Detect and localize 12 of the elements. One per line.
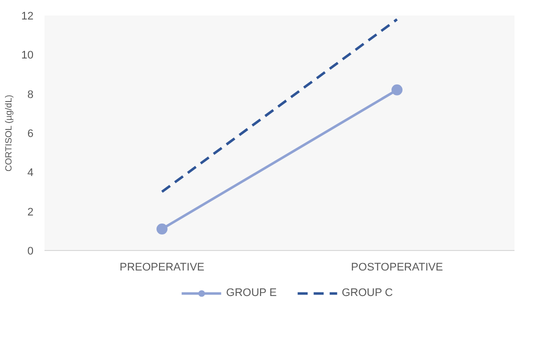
- y-tick-label: 6: [27, 128, 34, 140]
- y-tick-label: 4: [27, 167, 34, 180]
- y-tick-label: 12: [21, 10, 34, 22]
- legend-label: GROUP C: [342, 286, 393, 300]
- x-tick-label: PREOPERATIVE: [120, 262, 204, 274]
- y-tick-label: 8: [27, 88, 34, 101]
- legend-label: GROUP E: [226, 286, 277, 300]
- y-tick-label: 0: [27, 246, 34, 258]
- y-axis-title: CORTISOL (µg/dL): [3, 94, 14, 172]
- y-tick-label: 2: [27, 206, 34, 218]
- y-tick-label: 10: [21, 50, 34, 62]
- x-tick-label: POSTOPERATIVE: [351, 262, 443, 274]
